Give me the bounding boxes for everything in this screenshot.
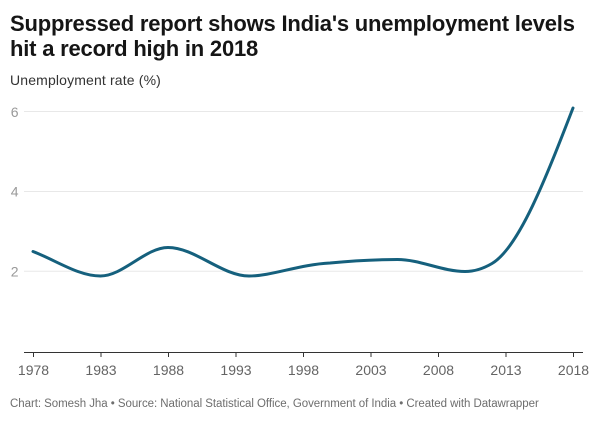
svg-text:1988: 1988 — [153, 362, 184, 378]
svg-text:4: 4 — [11, 183, 19, 199]
svg-text:1993: 1993 — [220, 362, 251, 378]
svg-text:6: 6 — [11, 104, 19, 120]
svg-text:2008: 2008 — [423, 362, 454, 378]
svg-text:2018: 2018 — [558, 362, 589, 378]
svg-text:2013: 2013 — [490, 362, 521, 378]
svg-text:2003: 2003 — [355, 362, 386, 378]
svg-text:2: 2 — [11, 263, 19, 279]
svg-text:1978: 1978 — [18, 362, 49, 378]
svg-text:1998: 1998 — [288, 362, 319, 378]
svg-text:1983: 1983 — [85, 362, 116, 378]
